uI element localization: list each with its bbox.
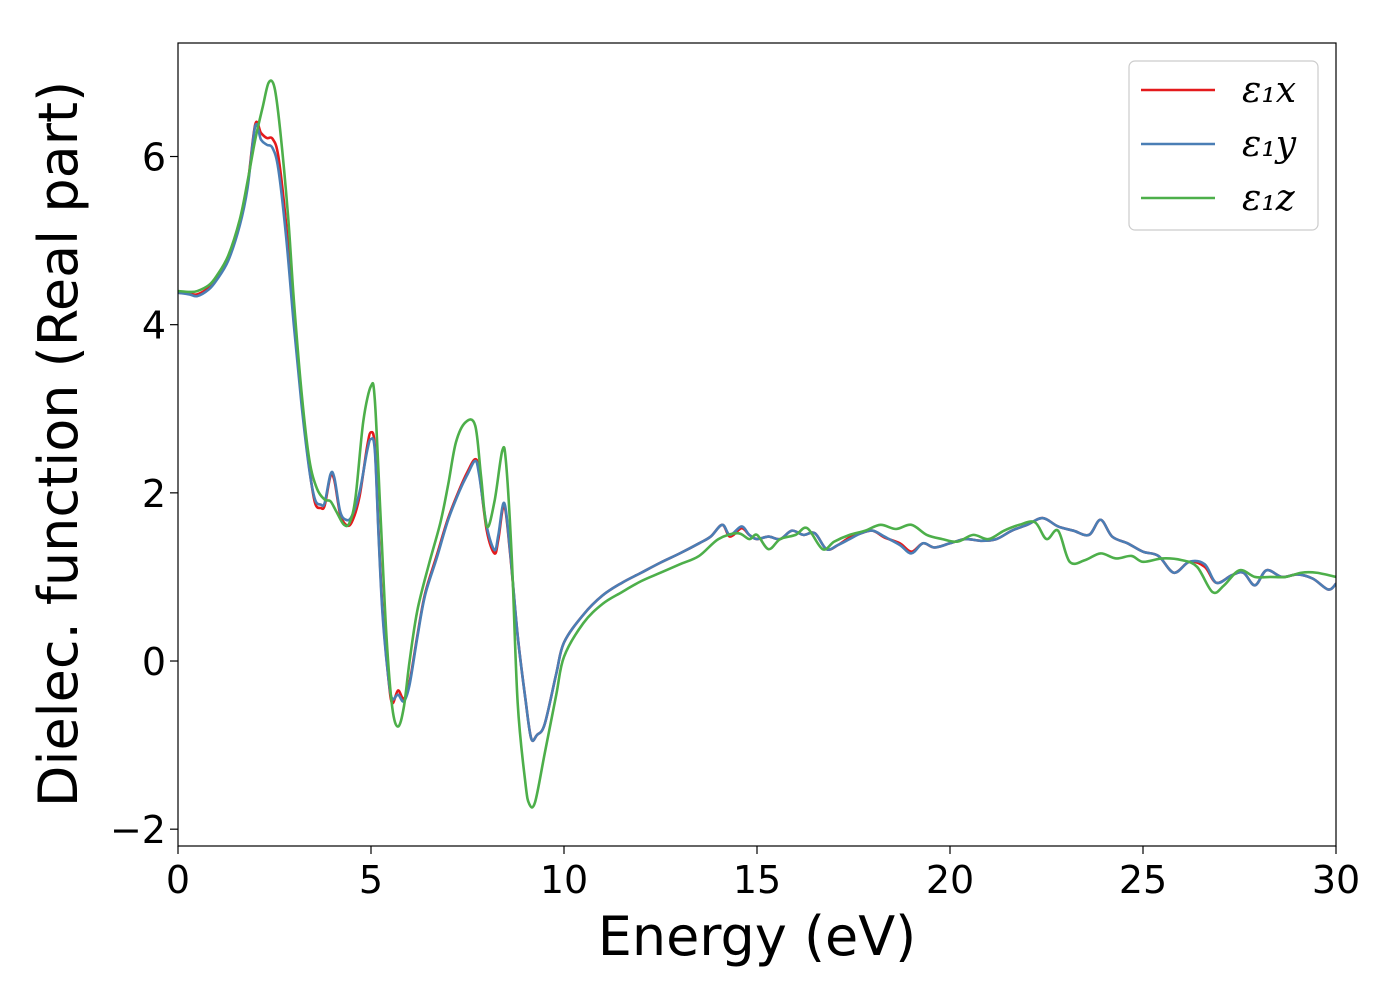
- series-line-2: [178, 123, 1336, 743]
- legend-box: [1128, 60, 1319, 231]
- legend-label-3: ε₁z: [1242, 178, 1296, 219]
- y-axis-title: Dielec. function (Real part): [27, 81, 90, 807]
- y-tick-label: −2: [110, 808, 166, 852]
- x-axis-title: Energy (eV): [598, 905, 917, 968]
- legend-label-1: ε₁x: [1242, 70, 1296, 111]
- legend: ε₁x ε₁y ε₁z: [1128, 60, 1319, 231]
- x-tick-label: 5: [359, 858, 383, 902]
- x-tick-label: 30: [1312, 858, 1360, 902]
- series-line-3: [178, 79, 1336, 809]
- x-tick-label: 20: [926, 858, 974, 902]
- y-tick-label: 2: [142, 472, 166, 516]
- x-tick-label: 0: [166, 858, 190, 902]
- x-tick-label: 10: [540, 858, 588, 902]
- x-tick-label: 15: [733, 858, 781, 902]
- y-tick-label: 4: [142, 304, 166, 348]
- x-tick-label: 25: [1119, 858, 1167, 902]
- legend-label-2: ε₁y: [1242, 124, 1297, 165]
- y-tick-label: 0: [142, 640, 166, 684]
- series-layer: [178, 79, 1336, 809]
- y-tick-label: 6: [142, 136, 166, 180]
